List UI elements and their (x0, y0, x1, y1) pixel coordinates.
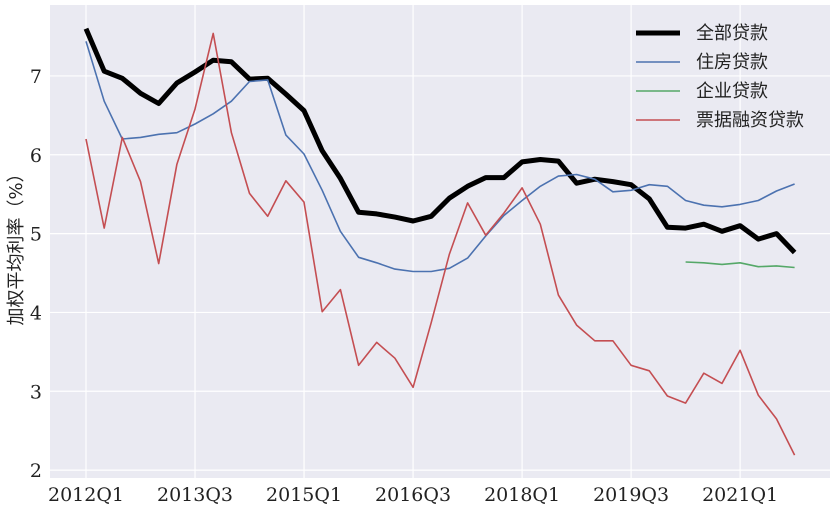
y-tick-label: 2 (30, 460, 42, 482)
series-lines (83, 27, 797, 456)
y-tick-labels: 2 3 4 5 6 7 (30, 66, 42, 482)
y-tick-label: 6 (30, 145, 42, 167)
series-line-0 (83, 27, 797, 255)
legend-label: 企业贷款 (696, 81, 768, 102)
x-tick-label: 2016Q3 (375, 484, 451, 506)
x-tick-label: 2021Q1 (702, 484, 778, 506)
legend-label: 住房贷款 (696, 52, 768, 73)
y-tick-label: 3 (30, 381, 42, 403)
y-tick-label: 4 (30, 302, 42, 324)
x-tick-label: 2019Q3 (593, 484, 669, 506)
x-tick-label: 2012Q1 (48, 484, 124, 506)
gridlines (50, 5, 830, 478)
y-tick-label: 5 (30, 224, 42, 246)
x-tick-label: 2018Q1 (484, 484, 560, 506)
series-line-1 (85, 41, 795, 273)
series-line-2 (685, 261, 795, 269)
legend-label: 全部贷款 (696, 23, 768, 44)
x-tick-label: 2013Q3 (157, 484, 233, 506)
series-line-3 (85, 32, 796, 456)
x-tick-label: 2015Q1 (266, 484, 342, 506)
y-tick-label: 7 (30, 66, 42, 88)
y-axis-label: 加权平均利率（%） (6, 164, 27, 325)
x-tick-labels: 2012Q1 2013Q3 2015Q1 2016Q3 2018Q1 2019Q3 2021… (48, 484, 778, 506)
legend-label: 票据融资贷款 (696, 110, 804, 131)
